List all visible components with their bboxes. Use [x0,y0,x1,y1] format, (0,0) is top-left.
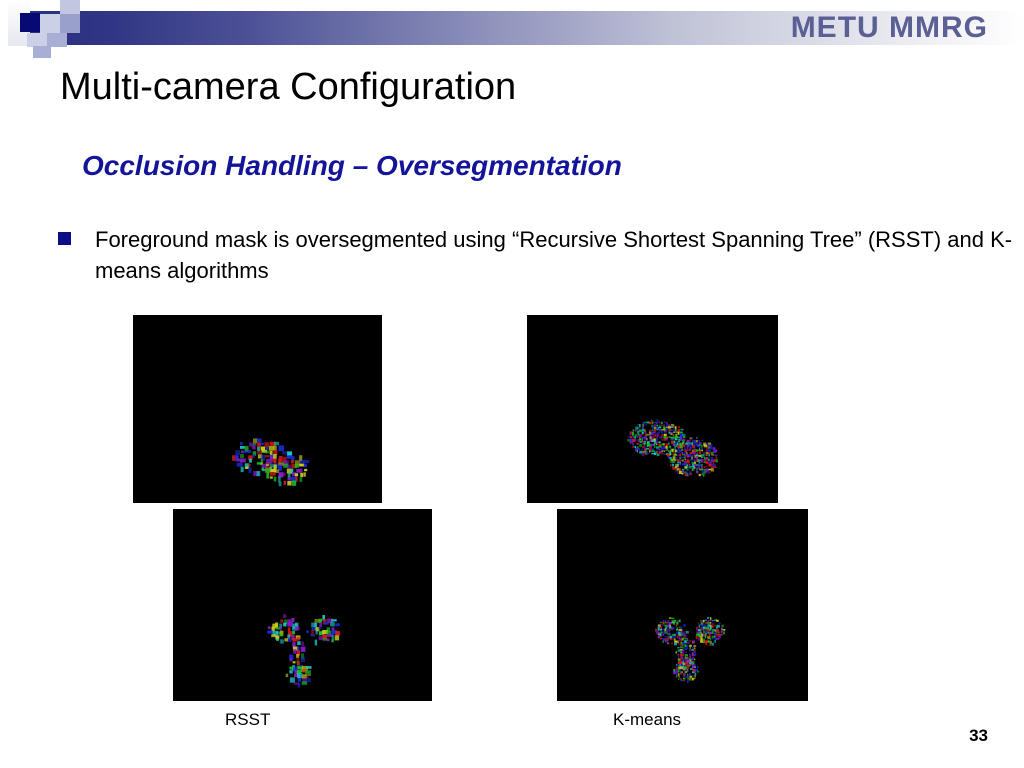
logo-block-lavender-a [60,0,80,14]
segmentation-image-kmeans-topdown [557,509,808,701]
caption-kmeans: K-means [613,710,682,729]
logo-block-lavender-b [60,14,80,33]
slide-subtitle: Occlusion Handling – Oversegmentation [82,150,622,181]
logo-block-navy [20,13,40,32]
page-number: 33 [969,726,988,745]
segmentation-image-rsst-oblique [133,315,382,503]
header-gradient-bar [18,11,1024,45]
caption-rsst: RSST [225,710,271,729]
slide-header: METU MMRG [0,0,1024,58]
logo-block-lavender-f [33,46,51,58]
page-title: Multi-camera Configuration [60,66,517,108]
logo-block-lavender-e [47,33,67,47]
logo-block-white-left [8,0,30,46]
figure-panel-kmeans-oblique [527,315,778,503]
checkerboard-logo-icon [0,0,125,58]
figure-panel-rsst-topdown [173,509,432,701]
logo-block-lavender-d [27,33,47,47]
segmentation-image-kmeans-oblique [527,315,778,503]
bullet-item-text: Foreground mask is oversegmented using “… [95,227,1013,283]
figure-panel-rsst-oblique [133,315,382,503]
logo-block-lavender-c [40,14,60,33]
brand-title: METU MMRG [790,11,988,44]
segmentation-image-rsst-topdown [173,509,432,701]
figure-panel-kmeans-topdown [557,509,808,701]
bullet-square-icon [58,232,71,245]
